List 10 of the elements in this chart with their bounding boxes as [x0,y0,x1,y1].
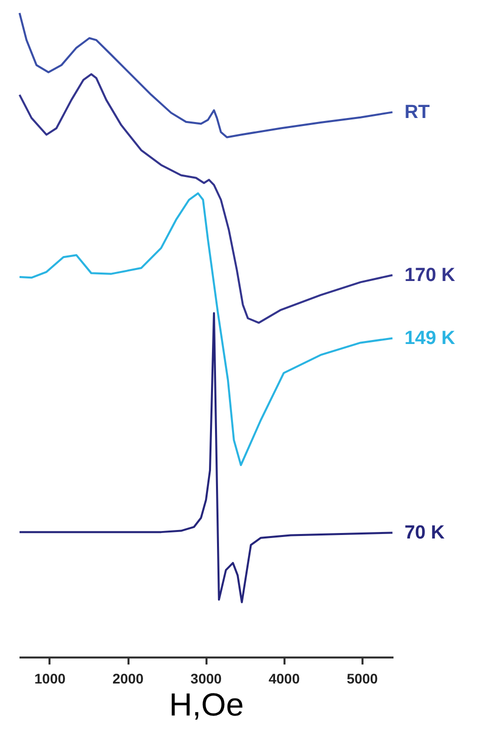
x-tick-label: 3000 [190,670,222,686]
series-label: 170 K [404,265,456,286]
series-label: 70 K [404,522,445,544]
x-tick-label: 4000 [268,670,300,686]
x-axis-title: H,Oe [169,686,244,722]
series-label: RT [404,102,430,124]
series-label: 149 K [404,328,456,350]
x-tick-label: 5000 [346,670,378,686]
x-tick-label: 2000 [112,670,144,686]
x-tick-label: 1000 [34,670,66,686]
